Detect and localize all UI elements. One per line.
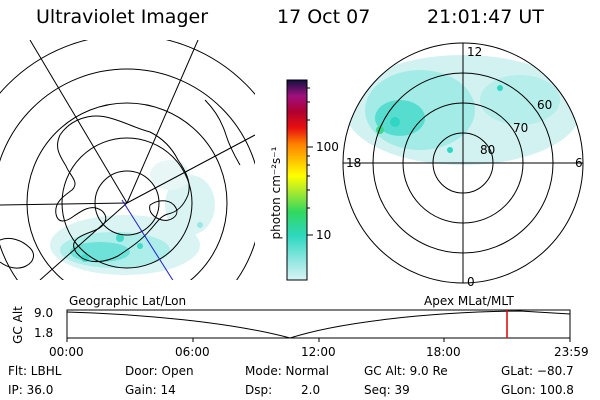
color-bar [286, 79, 308, 281]
orbit-track [121, 199, 174, 280]
time-label: 21:01:47 UT [427, 6, 544, 28]
mlt-label-0: 0 [467, 275, 475, 289]
lat-circle-5 [0, 40, 255, 96]
mode-value: Mode: Normal [245, 364, 329, 378]
altitude-timeline [66, 309, 571, 342]
right-emission-region [345, 55, 581, 165]
mlt-label-18: 18 [346, 156, 362, 170]
timeline-xtick-1800: 18:00 [426, 345, 461, 359]
instrument-title: Ultraviolet Imager [36, 6, 209, 28]
meridians [0, 40, 255, 280]
date-label: 17 Oct 07 [277, 6, 371, 28]
coastline [55, 115, 190, 263]
glat-value: GLat: −80.7 [501, 364, 574, 378]
geographic-caption: Geographic Lat/Lon [69, 294, 187, 308]
lat-circle-3 [26, 102, 228, 280]
lat-circle-1 [94, 170, 160, 236]
color-bar-unit-label: photon cm⁻²s⁻¹ [269, 146, 283, 240]
geographic-map [0, 40, 255, 280]
mlat-label-70: 70 [513, 121, 529, 135]
dsp-label: Dsp: [245, 383, 273, 397]
lat-circle-4 [0, 68, 255, 280]
lat-circle-2 [61, 137, 193, 269]
mlat-label-60: 60 [537, 98, 553, 112]
door-value: Door: Open [125, 364, 194, 378]
gc-alt-value: GC Alt: 9.0 Re [364, 364, 448, 378]
color-bar-tick-100: 100 [316, 140, 339, 154]
mlat-label-80: 80 [480, 143, 496, 157]
timeline-xtick-2359: 23:59 [554, 345, 589, 359]
timeline-ytick-low: 1.8 [34, 326, 54, 340]
timeline-xtick-0600: 06:00 [175, 345, 210, 359]
timeline-xtick-1200: 12:00 [301, 345, 336, 359]
timeline-ticks [66, 338, 571, 342]
timeline-frame [66, 309, 571, 339]
color-bar-tick-10: 10 [316, 228, 332, 242]
glon-value: GLon: 100.8 [501, 383, 574, 397]
ip-value: IP: 36.0 [8, 383, 54, 397]
altitude-curve [66, 310, 571, 339]
mlt-label-12: 12 [467, 45, 483, 59]
timeline-ytick-high: 9.0 [34, 306, 54, 320]
gain-value: Gain: 14 [125, 383, 176, 397]
dsp-value: 2.0 [301, 383, 321, 397]
magnetic-polar-plot [342, 42, 584, 284]
seq-value: Seq: 39 [364, 383, 410, 397]
color-bar-ticks [307, 87, 313, 236]
apex-caption: Apex MLat/MLT [424, 294, 514, 308]
filter-value: Flt: LBHL [8, 364, 62, 378]
mlt-label-6: 6 [575, 156, 583, 170]
timeline-xtick-0000: 00:00 [49, 345, 84, 359]
timeline-ylabel: GC Alt [11, 306, 25, 344]
